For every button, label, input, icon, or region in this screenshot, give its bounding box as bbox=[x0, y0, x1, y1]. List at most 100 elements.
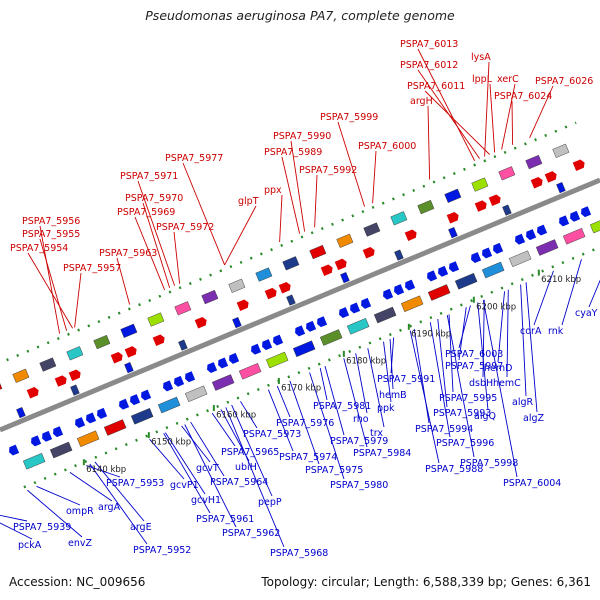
bottom-label-leader bbox=[520, 284, 527, 397]
bottom-gene-label: argE bbox=[130, 522, 152, 533]
feature-block bbox=[471, 177, 489, 192]
feature-block-body bbox=[147, 312, 165, 327]
feature-block bbox=[502, 204, 512, 216]
feature-block bbox=[201, 289, 219, 305]
forward-gene-arrow-shape bbox=[110, 351, 123, 364]
bottom-gene-label: gcvH1 bbox=[191, 495, 221, 506]
reverse-gene-arrow bbox=[482, 247, 493, 259]
top-label-leader bbox=[372, 150, 377, 204]
feature-block-body bbox=[22, 453, 46, 470]
forward-gene-arrow-shape bbox=[278, 281, 291, 294]
feature-block bbox=[12, 368, 30, 383]
top-gene-label: PSPA7_6000 bbox=[358, 141, 416, 152]
reverse-gene-arrow-shape bbox=[229, 352, 240, 364]
reverse-gene-arrow bbox=[350, 302, 361, 314]
top-label-leader bbox=[424, 90, 490, 155]
feature-block-body bbox=[454, 273, 478, 290]
feature-block bbox=[232, 317, 242, 329]
forward-gene-arrow-shape bbox=[68, 369, 81, 381]
forward-gene-arrow bbox=[124, 346, 137, 358]
forward-gene-arrow bbox=[194, 316, 207, 329]
reverse-gene-arrow bbox=[53, 426, 64, 438]
feature-block bbox=[400, 295, 424, 313]
reverse-gene-arrow-shape bbox=[262, 339, 273, 351]
reverse-gene-arrow bbox=[537, 224, 548, 236]
feature-block-body bbox=[309, 244, 327, 260]
feature-block bbox=[0, 379, 3, 395]
feature-block-body bbox=[394, 249, 404, 261]
forward-gene-arrow bbox=[530, 176, 543, 189]
forward-gene-arrow bbox=[110, 351, 123, 364]
forward-gene-arrow-shape bbox=[236, 299, 249, 311]
forward-gene-arrow-shape bbox=[124, 346, 137, 358]
top-gene-label: PSPA7_5989 bbox=[264, 147, 322, 158]
forward-gene-arrow-shape bbox=[152, 334, 165, 346]
top-gene-label: PSPA7_5977 bbox=[165, 153, 223, 164]
bottom-label-leader bbox=[324, 365, 345, 436]
feature-block bbox=[562, 228, 586, 245]
bottom-gene-label: PSPA7_5939 bbox=[13, 522, 71, 533]
feature-block bbox=[556, 182, 566, 194]
reverse-gene-arrow bbox=[141, 389, 152, 401]
forward-gene-arrow bbox=[572, 159, 585, 171]
reverse-gene-arrow-shape bbox=[31, 435, 42, 447]
feature-block bbox=[589, 216, 600, 234]
top-gene-label: PSPA7_5963 bbox=[99, 248, 157, 259]
reverse-gene-arrow bbox=[163, 380, 174, 392]
feature-block bbox=[16, 407, 26, 419]
forward-gene-arrow bbox=[474, 200, 487, 212]
feature-block bbox=[508, 250, 532, 268]
top-gene-label: PSPA7_5971 bbox=[120, 171, 178, 182]
feature-block-body bbox=[286, 294, 296, 306]
feature-block-body bbox=[211, 374, 235, 391]
bottom-label-leader bbox=[289, 380, 320, 465]
feature-block bbox=[552, 143, 570, 158]
feature-block bbox=[427, 284, 451, 301]
feature-block-body bbox=[16, 407, 26, 419]
reverse-gene-arrow bbox=[427, 270, 438, 282]
reverse-gene-arrow-shape bbox=[251, 343, 262, 355]
bottom-label-leader bbox=[26, 489, 83, 538]
feature-block-body bbox=[201, 289, 219, 305]
top-gene-label: PSPA7_5972 bbox=[156, 222, 214, 233]
top-label-leader bbox=[134, 216, 166, 291]
bottom-gene-label: PSPA7_5964 bbox=[210, 477, 268, 488]
feature-block-body bbox=[556, 182, 566, 194]
feature-block-body bbox=[444, 188, 462, 203]
reverse-gene-arrow bbox=[42, 430, 53, 442]
forward-gene-arrow-shape bbox=[54, 375, 67, 387]
reverse-gene-arrow-shape bbox=[53, 426, 64, 438]
bottom-gene-label: PSPA7_6003 bbox=[445, 349, 503, 360]
bottom-gene-label: hemB bbox=[379, 390, 407, 401]
feature-block bbox=[390, 211, 408, 226]
reverse-gene-arrow bbox=[295, 325, 306, 337]
feature-block-body bbox=[535, 239, 559, 256]
bottom-label-leader bbox=[267, 389, 294, 452]
bottom-gene-label: PSPA7_5965 bbox=[221, 447, 279, 458]
bottom-label-leader bbox=[240, 401, 258, 429]
reverse-gene-arrow-shape bbox=[185, 371, 196, 383]
reverse-gene-arrow bbox=[97, 407, 108, 419]
forward-gene-arrow bbox=[404, 229, 417, 241]
bottom-label-leader bbox=[94, 461, 145, 522]
feature-block bbox=[309, 244, 327, 260]
bottom-label-leader bbox=[477, 302, 489, 411]
reverse-gene-arrow-shape bbox=[394, 284, 405, 296]
feature-block-body bbox=[373, 306, 397, 324]
feature-block-body bbox=[178, 339, 188, 351]
top-label-leader bbox=[484, 61, 490, 157]
top-gene-label: lppL bbox=[472, 74, 493, 85]
reverse-gene-arrow-shape bbox=[119, 398, 130, 410]
feature-block-body bbox=[448, 227, 458, 239]
top-label-leader bbox=[142, 202, 171, 288]
bottom-label-leader bbox=[429, 322, 451, 438]
bottom-label-leader bbox=[184, 424, 237, 528]
top-label-leader bbox=[74, 272, 82, 328]
reverse-gene-arrow bbox=[185, 371, 196, 383]
feature-block bbox=[481, 261, 505, 279]
top-gene-label: PSPA7_6024 bbox=[494, 91, 552, 102]
feature-block bbox=[394, 249, 404, 261]
feature-block bbox=[147, 312, 165, 327]
ruler-tick-label: 6160 kbp bbox=[216, 411, 256, 421]
